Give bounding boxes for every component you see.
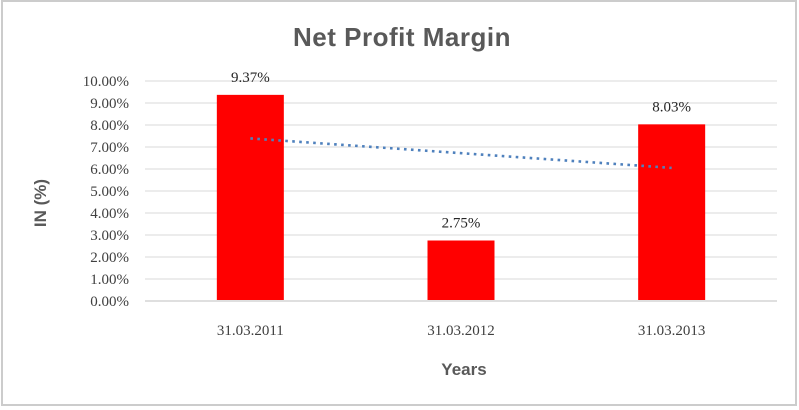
trendline-dotted [250,137,672,170]
y-tick-label: 0.00% [90,294,129,310]
x-category-label: 31.03.2012 [427,323,495,339]
bar-31.03.2012 [427,240,495,300]
bar-data-label: 2.75% [442,216,481,232]
bar-31.03.2013 [638,124,706,300]
y-tick-label: 1.00% [90,272,129,288]
y-tick-label: 5.00% [90,184,129,200]
bar-31.03.2011 [216,94,284,300]
bar-data-label: 9.37% [231,70,270,86]
x-category-label: 31.03.2011 [217,323,284,339]
chart-title: Net Profit Margin [293,22,511,52]
y-tick-label: 8.00% [90,118,129,134]
y-tick-label: 4.00% [90,206,129,222]
x-axis-title: Years [441,360,487,379]
y-tick-label: 7.00% [90,140,129,156]
y-tick-label: 10.00% [83,74,129,90]
y-tick-label: 9.00% [90,96,129,112]
y-tick-label: 3.00% [90,228,129,244]
bar-data-label: 8.03% [652,99,691,115]
y-tick-label: 2.00% [90,250,129,266]
x-category-label: 31.03.2013 [638,323,706,339]
y-tick-label: 6.00% [90,162,129,178]
